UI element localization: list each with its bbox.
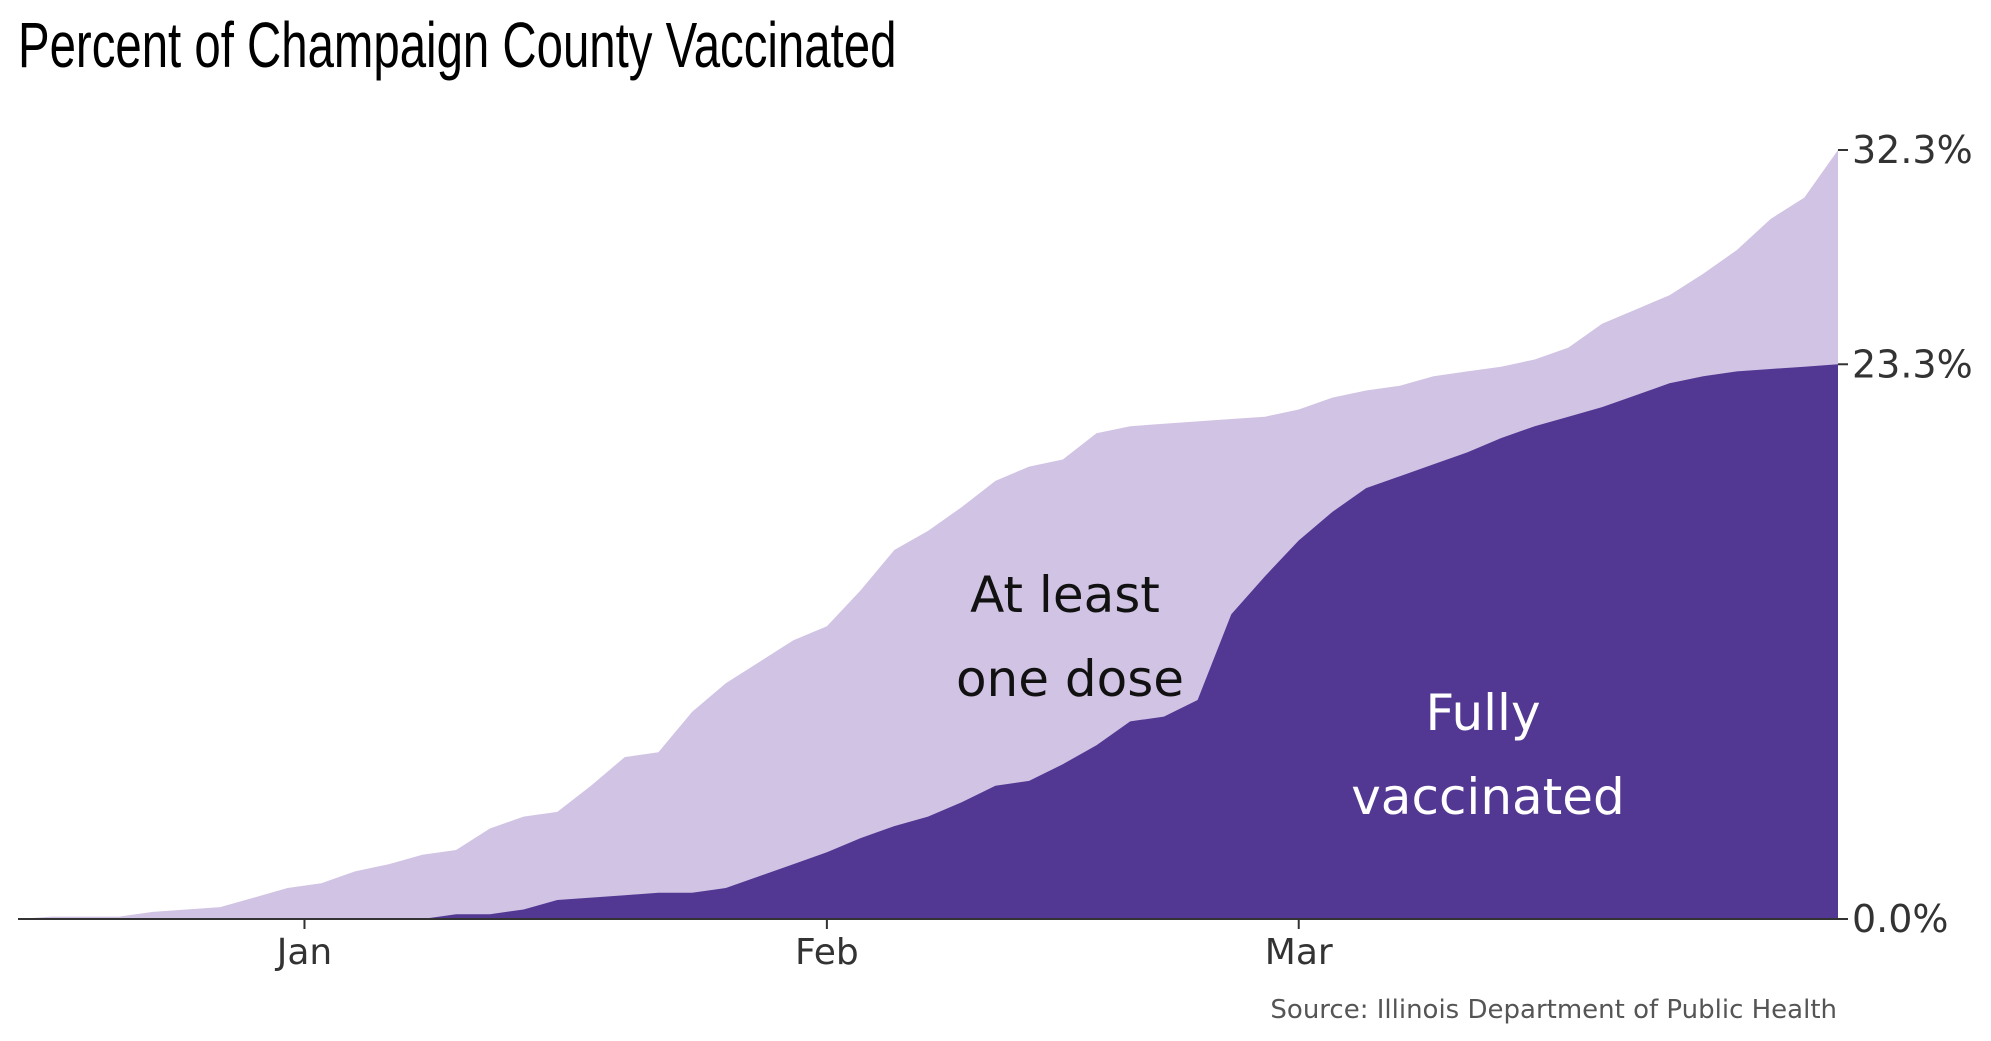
y-tick-label: 0.0% bbox=[1852, 897, 1949, 941]
x-axis: Jan Feb Mar bbox=[275, 919, 1333, 973]
page-title: Percent of Champaign County Vaccinated bbox=[18, 9, 897, 81]
annotation-fully-label: Fully bbox=[1425, 684, 1540, 742]
x-tick-label: Mar bbox=[1265, 932, 1333, 973]
y-tick-label: 23.3% bbox=[1852, 342, 1973, 386]
x-tick-label: Feb bbox=[795, 932, 859, 973]
annotation-one-dose-label: one dose bbox=[956, 650, 1184, 708]
source-note: Source: Illinois Department of Public He… bbox=[1270, 995, 1837, 1025]
x-tick-label: Jan bbox=[275, 932, 333, 973]
y-axis: 0.0% 23.3% 32.3% bbox=[1838, 128, 1973, 941]
annotation-at-least-label: At least bbox=[970, 566, 1160, 624]
y-tick-label: 32.3% bbox=[1852, 128, 1973, 172]
annotation-vaccinated-label: vaccinated bbox=[1351, 768, 1625, 826]
area-fully-vaccinated bbox=[18, 364, 1838, 919]
